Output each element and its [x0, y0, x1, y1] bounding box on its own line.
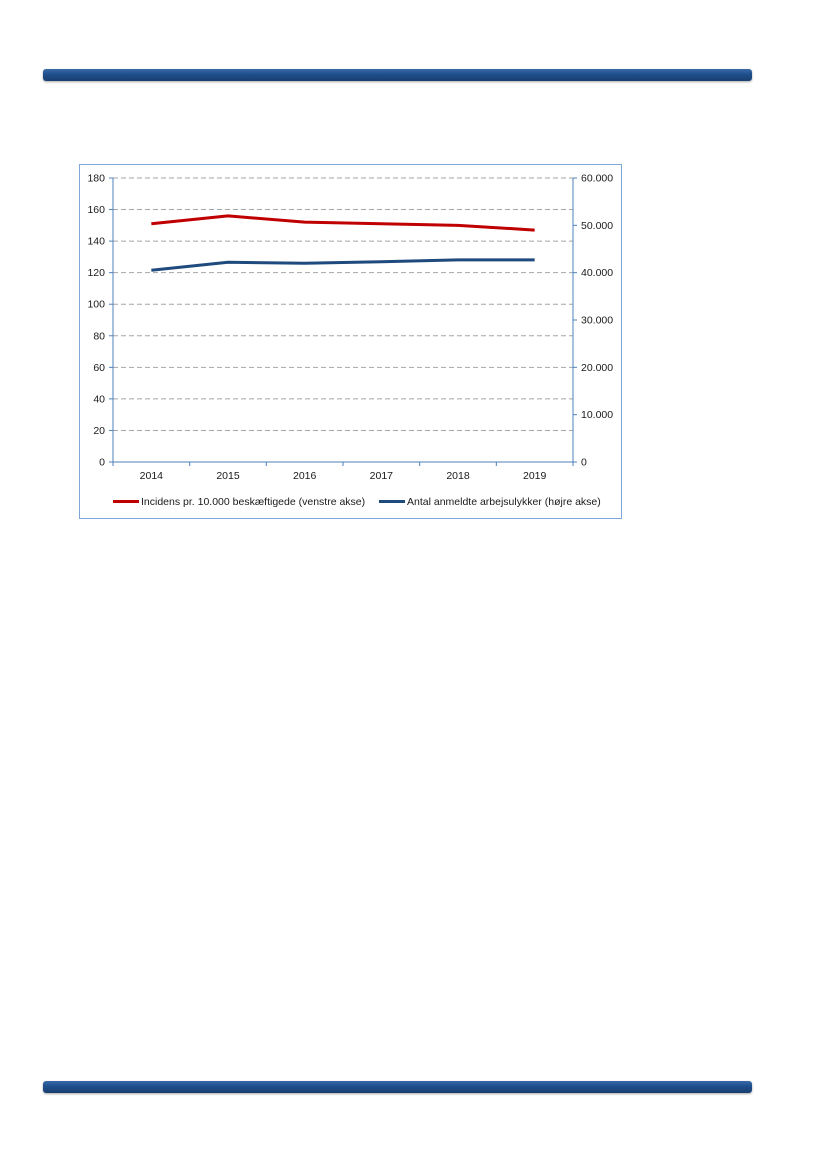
y-left-tick-label: 40 [93, 393, 105, 405]
x-tick-label: 2019 [523, 470, 547, 482]
y-left-tick-label: 160 [87, 204, 105, 216]
series-line-right [151, 258, 535, 272]
x-tick-label: 2015 [216, 470, 240, 482]
header-bar [43, 69, 752, 81]
y-right-tick-label: 50.000 [581, 220, 613, 232]
y-left-tick-label: 80 [93, 330, 105, 342]
legend-label: Incidens pr. 10.000 beskæftigede (venstr… [141, 496, 365, 508]
x-tick-label: 2016 [293, 470, 317, 482]
x-tick-label: 2014 [140, 470, 164, 482]
legend-label: Antal anmeldte arbejsulykker (højre akse… [407, 496, 601, 508]
y-left-tick-label: 180 [87, 173, 105, 185]
line-chart: 0 20 40 60 80 100 120 140 160 180 0 10.000 20.000 30.… [87, 173, 613, 509]
y-right-tick-label: 20.000 [581, 362, 613, 374]
y-right-tick-label: 40.000 [581, 267, 613, 279]
series-line-left [151, 214, 535, 232]
footer-bar [43, 1081, 752, 1093]
y-right-tick-label: 0 [581, 457, 587, 469]
y-left-tick-label: 140 [87, 236, 105, 248]
y-left-tick-label: 0 [99, 457, 105, 469]
y-left-tick-label: 60 [93, 362, 105, 374]
y-left-tick-label: 120 [87, 267, 105, 279]
x-tick-label: 2017 [370, 470, 394, 482]
y-right-tick-label: 30.000 [581, 315, 613, 327]
y-left-tick-label: 20 [93, 425, 105, 437]
y-right-tick-label: 10.000 [581, 409, 613, 421]
x-tick-label: 2018 [446, 470, 470, 482]
chart-container: 0 20 40 60 80 100 120 140 160 180 0 10.000 20.000 30.… [79, 164, 622, 519]
y-right-tick-label: 60.000 [581, 173, 613, 185]
y-left-tick-label: 100 [87, 299, 105, 311]
